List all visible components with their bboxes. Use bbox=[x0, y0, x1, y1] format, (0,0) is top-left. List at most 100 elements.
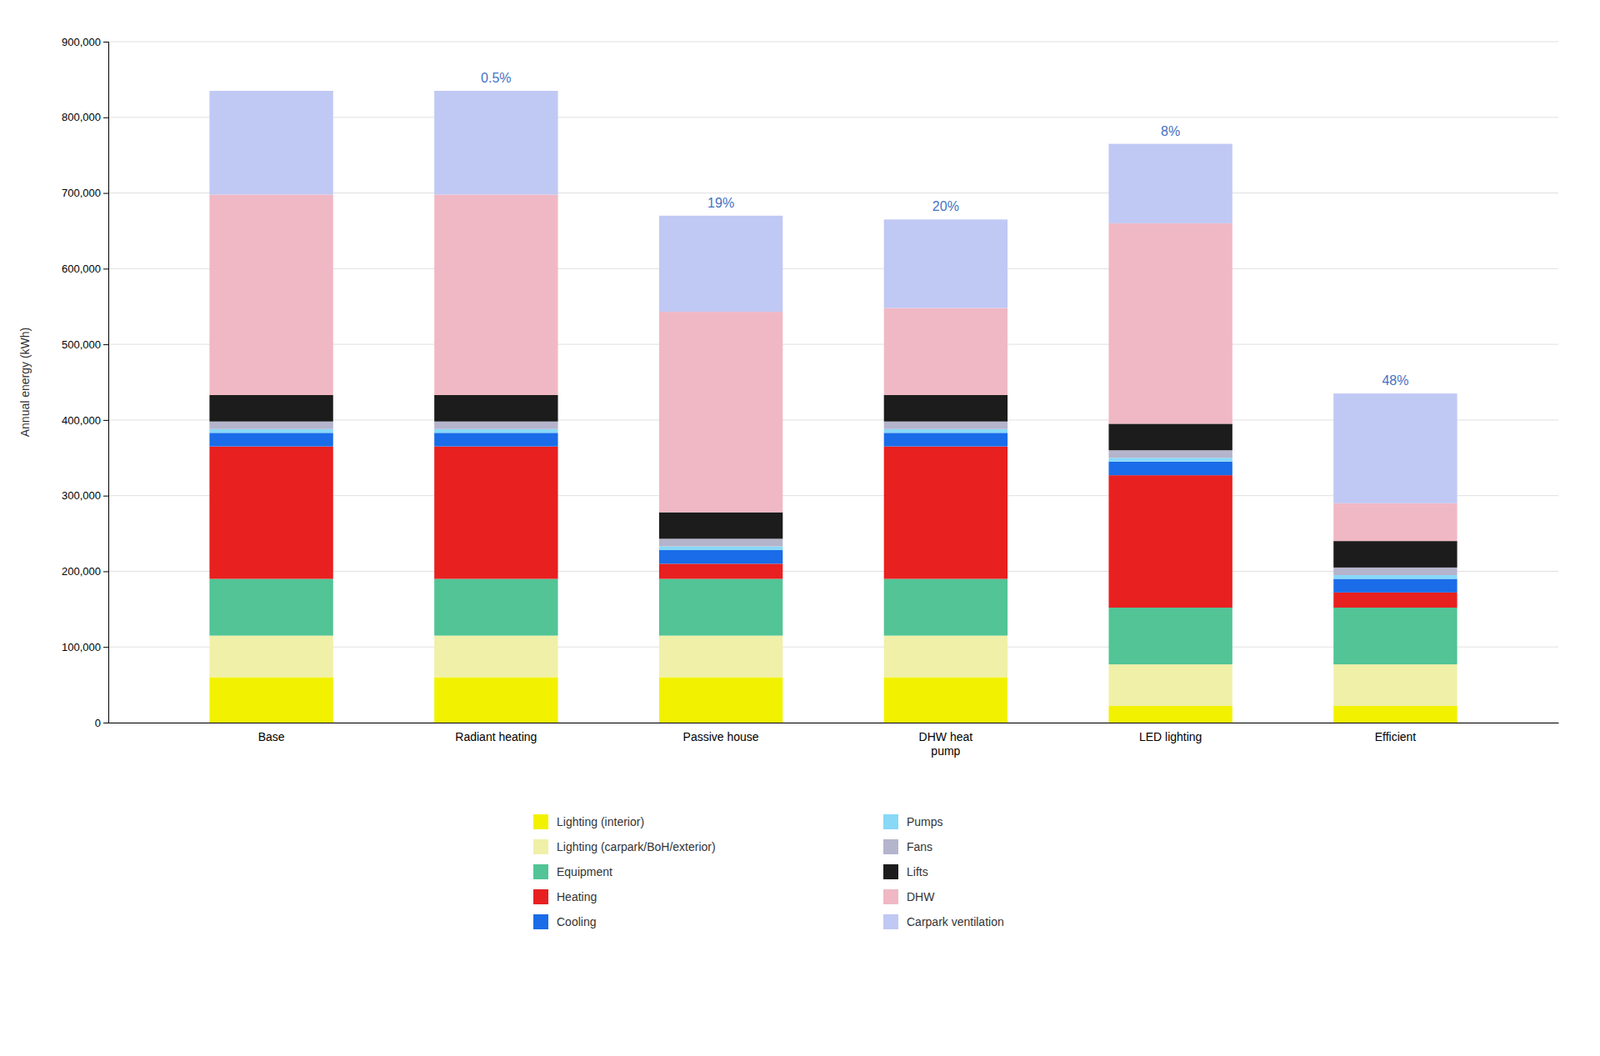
legend-label: Lighting (interior) bbox=[556, 815, 645, 829]
bar-segment bbox=[659, 215, 783, 312]
bar-segment bbox=[434, 635, 558, 678]
x-tick: Passive house bbox=[683, 730, 760, 744]
bar-segment bbox=[659, 635, 783, 678]
bar-segment bbox=[434, 90, 558, 195]
y-tick-mark bbox=[103, 646, 109, 648]
x-tick-label: DHW heatpump bbox=[919, 730, 974, 758]
bar-segment bbox=[884, 395, 1008, 422]
legend-item: Lifts bbox=[883, 864, 929, 880]
series bbox=[209, 579, 1457, 665]
legend-label: Pumps bbox=[906, 815, 944, 829]
legend-item: Carpark ventilation bbox=[883, 914, 1005, 930]
y-tick: 200,000 bbox=[61, 565, 109, 578]
y-tick: 900,000 bbox=[61, 35, 109, 49]
legend-item: Fans bbox=[883, 839, 933, 855]
bar-segment bbox=[659, 311, 783, 513]
legend-swatch bbox=[883, 889, 899, 905]
y-tick-label: 400,000 bbox=[61, 414, 101, 427]
bar-segment bbox=[209, 395, 333, 422]
y-tick-label: 600,000 bbox=[61, 262, 101, 275]
bar-segment bbox=[1108, 223, 1232, 425]
bar-segment bbox=[659, 563, 783, 579]
bar-segment bbox=[659, 545, 783, 550]
x-tick-label: Passive house bbox=[683, 730, 760, 744]
y-tick: 100,000 bbox=[61, 640, 109, 654]
bar-segment bbox=[884, 308, 1008, 395]
y-tick-label: 900,000 bbox=[61, 35, 101, 49]
bar-segment bbox=[434, 194, 558, 395]
bar-segment bbox=[884, 432, 1008, 446]
bar-segment bbox=[1333, 607, 1457, 665]
bar-segment bbox=[209, 635, 333, 678]
bar-segment bbox=[209, 194, 333, 395]
bar-segment bbox=[434, 421, 558, 430]
series bbox=[209, 395, 1457, 568]
legend-swatch bbox=[883, 864, 899, 880]
legend-swatch bbox=[533, 814, 549, 830]
annotations: 0.5%19%20%8%48% bbox=[480, 70, 1409, 388]
bar-segment bbox=[209, 429, 333, 434]
series bbox=[209, 635, 1457, 706]
legend-swatch bbox=[883, 839, 899, 855]
bar-segment bbox=[884, 429, 1008, 434]
bar-segment bbox=[1108, 475, 1232, 608]
bar-segment bbox=[434, 395, 558, 422]
legend-label: Fans bbox=[906, 840, 933, 854]
y-tick: 600,000 bbox=[61, 262, 109, 275]
y-tick-label: 0 bbox=[95, 716, 101, 730]
bar-segment bbox=[434, 432, 558, 446]
y-tick-mark bbox=[103, 117, 109, 119]
bar-segment bbox=[884, 446, 1008, 580]
x-tick: DHW heatpump bbox=[919, 730, 974, 758]
x-tick-label: Base bbox=[258, 730, 285, 744]
legend-item: Cooling bbox=[533, 914, 596, 930]
bar-segment bbox=[1333, 575, 1457, 580]
bar-segment bbox=[1108, 607, 1232, 665]
bar-segment bbox=[1333, 592, 1457, 608]
bar-segment bbox=[884, 635, 1008, 678]
bar-segment bbox=[659, 677, 783, 723]
bar-segment bbox=[884, 421, 1008, 430]
bar-segment bbox=[1108, 705, 1232, 723]
bar-segment bbox=[884, 677, 1008, 723]
bar-segment bbox=[1108, 423, 1232, 450]
bar-segment bbox=[1333, 705, 1457, 723]
legend-item: DHW bbox=[883, 889, 935, 905]
y-tick-mark bbox=[103, 268, 109, 270]
bar-segment bbox=[1333, 393, 1457, 504]
y-tick: 500,000 bbox=[61, 338, 109, 351]
bar-segment bbox=[209, 446, 333, 580]
x-tick-label: Radiant heating bbox=[455, 730, 537, 744]
legend-item: Equipment bbox=[533, 864, 613, 880]
x-tick-label: Efficient bbox=[1375, 730, 1417, 744]
legend-swatch bbox=[533, 914, 549, 930]
bar-segment bbox=[434, 446, 558, 580]
grid bbox=[108, 41, 1559, 723]
series bbox=[209, 429, 1457, 580]
bar-segment bbox=[1333, 567, 1457, 575]
series bbox=[209, 446, 1457, 608]
x-axis-line bbox=[109, 722, 1560, 724]
bar-segment bbox=[209, 421, 333, 430]
legend-item: Lighting (interior) bbox=[533, 814, 645, 830]
y-tick: 700,000 bbox=[61, 186, 109, 200]
y-tick-label: 500,000 bbox=[61, 338, 101, 351]
y-tick-mark bbox=[103, 193, 109, 195]
legend-item: Lighting (carpark/BoH/exterior) bbox=[533, 839, 716, 855]
y-tick: 300,000 bbox=[61, 489, 109, 502]
legend: Lighting (interior) Lighting (carpark/BoH… bbox=[533, 814, 1005, 930]
series bbox=[209, 421, 1457, 575]
series bbox=[209, 90, 1457, 504]
bar-segment bbox=[1333, 540, 1457, 568]
legend-label: DHW bbox=[906, 890, 935, 904]
bar-segment bbox=[659, 512, 783, 540]
bar-segment bbox=[1333, 579, 1457, 593]
annotation: 20% bbox=[932, 199, 960, 214]
bar-segment bbox=[209, 579, 333, 636]
y-tick-mark bbox=[103, 420, 109, 421]
legend-label: Heating bbox=[556, 890, 597, 904]
grid-line bbox=[108, 41, 1559, 43]
bars bbox=[209, 90, 1457, 723]
y-tick-label: 100,000 bbox=[61, 640, 101, 654]
annotation: 0.5% bbox=[480, 70, 511, 85]
